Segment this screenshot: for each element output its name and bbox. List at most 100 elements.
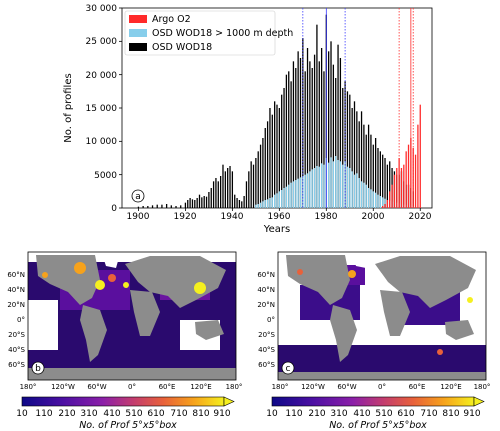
x-axis-label: Years	[263, 224, 290, 235]
bar	[382, 197, 384, 208]
y-tick-label: 30 000	[86, 4, 118, 14]
bar	[309, 61, 311, 208]
bar	[210, 188, 212, 208]
lat-tick: 60°S	[8, 361, 25, 369]
colorbar-tick: 710	[170, 409, 187, 419]
bar	[212, 181, 215, 208]
bar	[271, 114, 273, 208]
lon-tick: 0°	[128, 383, 136, 391]
bar	[194, 200, 196, 208]
bar	[229, 166, 231, 208]
bar	[342, 164, 344, 208]
bar	[274, 101, 276, 208]
bar	[252, 164, 255, 208]
bar	[330, 41, 332, 208]
y-tick-label: 10 000	[86, 137, 118, 147]
legend-label: Argo O2	[152, 14, 191, 25]
lat-tick: 0°	[17, 316, 25, 324]
bar	[271, 197, 273, 208]
bar	[245, 181, 248, 208]
lat-tick: 20°S	[8, 331, 25, 339]
colorbar-tick: 610	[147, 409, 164, 419]
x-tick-label: 1920	[174, 212, 197, 222]
land	[278, 254, 486, 380]
bar	[389, 161, 391, 208]
y-tick-label: 25 000	[86, 37, 118, 47]
bar	[269, 198, 271, 208]
legend-swatch-argo	[129, 15, 147, 23]
bar	[351, 171, 353, 208]
y-tick-label: 5000	[94, 171, 117, 181]
hotspots	[297, 269, 473, 355]
bar	[344, 161, 346, 208]
bar	[311, 169, 313, 208]
bar	[297, 178, 299, 208]
lon-tick: 120°E	[440, 383, 461, 391]
lon-tick: 180°	[474, 383, 491, 391]
bar	[370, 189, 372, 208]
lon-tick: 180°	[272, 383, 289, 391]
bar	[196, 198, 198, 208]
bar	[313, 168, 316, 208]
bar	[189, 198, 191, 208]
bar	[238, 200, 241, 208]
lon-tick: 120°W	[51, 383, 75, 391]
bar	[370, 134, 372, 208]
bar	[269, 108, 271, 208]
panel-label-circle	[31, 361, 45, 375]
bar	[259, 144, 262, 208]
bar	[198, 194, 201, 208]
bar	[346, 166, 349, 208]
bar	[339, 58, 342, 208]
colorbar-tick: 410	[353, 409, 370, 419]
lon-tick: 120°E	[190, 383, 211, 391]
x-tick-label: 1960	[268, 212, 291, 222]
panel-label-circle	[131, 189, 145, 203]
bar	[342, 88, 344, 208]
bar	[405, 151, 407, 208]
bar	[292, 61, 295, 208]
colorbar-tick: 810	[442, 409, 459, 419]
colorbar-extend-arrow	[473, 396, 485, 407]
lat-tick: 0°	[267, 316, 275, 324]
bar	[255, 158, 257, 208]
bar	[320, 163, 323, 208]
bar	[290, 81, 292, 208]
bar	[332, 161, 335, 208]
colorbar-tick: 910	[213, 409, 230, 419]
bar	[367, 188, 370, 208]
bar	[346, 91, 349, 208]
bar	[320, 48, 323, 208]
bar	[386, 200, 389, 208]
legend: Argo O2 OSD WOD18 > 1000 m depth OSD WOD…	[124, 10, 293, 56]
bar	[377, 194, 379, 208]
lon-tick: 60°E	[159, 383, 176, 391]
bar	[403, 164, 405, 208]
bar	[147, 206, 149, 208]
bar	[372, 144, 374, 208]
bar	[231, 171, 234, 208]
bar	[248, 171, 250, 208]
bar	[264, 200, 266, 208]
lat-tick: 40°S	[258, 346, 275, 354]
bar	[276, 193, 278, 208]
bar	[222, 164, 224, 208]
legend-swatch-osd	[129, 43, 147, 51]
bar	[241, 201, 243, 208]
bar	[313, 54, 316, 208]
bar	[295, 180, 297, 208]
bar	[215, 178, 217, 208]
bar	[175, 206, 177, 208]
bar	[227, 168, 229, 208]
bar	[318, 61, 320, 208]
y-tick-label: 0	[111, 204, 117, 214]
bar	[309, 171, 311, 208]
bar	[217, 181, 219, 208]
bar	[262, 201, 264, 208]
bar	[386, 164, 389, 208]
y-tick-label: 20 000	[86, 71, 118, 81]
lat-tick: 20°S	[258, 331, 275, 339]
bar	[295, 68, 297, 208]
bar	[283, 188, 285, 208]
